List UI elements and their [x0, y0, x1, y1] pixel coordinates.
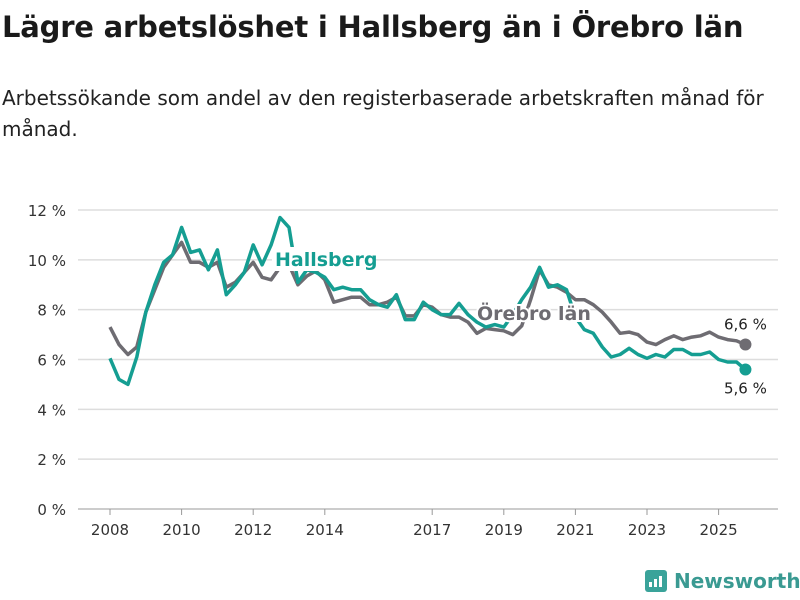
y-tick-label: 10 % [28, 252, 66, 270]
y-tick-label: 12 % [28, 202, 66, 220]
brand-name: Newsworthy [674, 569, 800, 593]
newsworthy-logo: Newsworthy [645, 569, 800, 593]
end-point-orebro [739, 338, 752, 351]
x-tick-label: 2019 [485, 521, 523, 539]
x-tick-label: 2010 [163, 521, 201, 539]
end-point-hallsberg [739, 363, 752, 376]
y-tick-label: 2 % [37, 451, 66, 469]
chart-title: Lägre arbetslöshet i Hallsberg än i Öreb… [2, 10, 744, 44]
y-tick-label: 4 % [37, 401, 66, 419]
end-value-label: 5,6 % [724, 379, 767, 397]
series-label-hallsberg: Hallsberg [275, 249, 378, 271]
x-tick-label: 2012 [234, 521, 272, 539]
y-tick-label: 6 % [37, 352, 66, 370]
y-tick-label: 0 % [37, 501, 66, 519]
x-tick-label: 2017 [413, 521, 451, 539]
x-tick-label: 2025 [700, 521, 738, 539]
newsworthy-logo-icon [645, 570, 667, 592]
end-value-label: 6,6 % [724, 316, 767, 334]
series-line-hallsberg [108, 215, 747, 387]
x-tick-label: 2021 [556, 521, 594, 539]
x-tick-label: 2023 [628, 521, 666, 539]
y-tick-label: 8 % [37, 302, 66, 320]
series-label-orebro: Örebro län [477, 301, 591, 325]
x-tick-label: 2008 [91, 521, 129, 539]
label-background [272, 247, 374, 271]
chart-subtitle: Arbetssökande som andel av den registerb… [2, 86, 764, 141]
x-tick-label: 2014 [306, 521, 344, 539]
